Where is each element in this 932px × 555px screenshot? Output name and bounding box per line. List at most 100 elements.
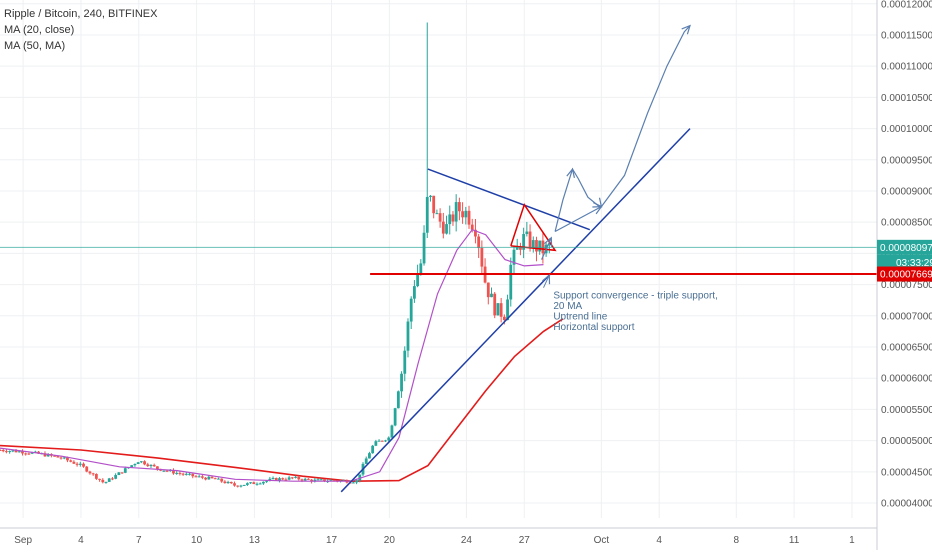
y-tick-label: 0.0000750000 [881, 280, 932, 291]
candle-body [457, 202, 461, 212]
candle-body [258, 483, 262, 485]
candle-body [531, 240, 535, 249]
triangle-upper-line [427, 168, 591, 231]
candle-body [204, 477, 207, 480]
indicator-ma50-label[interactable]: MA (50, MA) [4, 40, 66, 52]
candle-body [245, 483, 249, 485]
candle-body [409, 298, 413, 322]
candle-body [400, 373, 403, 392]
candle-body [91, 473, 95, 475]
candle-body [210, 476, 214, 479]
candle-body [435, 213, 439, 215]
support-note: Support convergence - triple support,20 … [553, 290, 718, 333]
y-tick-label: 0.0000400000 [881, 499, 932, 510]
candle-body [94, 474, 98, 479]
candle-body [194, 476, 198, 478]
candle-body [117, 472, 121, 476]
candle-body [72, 461, 76, 464]
candle-body [249, 482, 252, 484]
candle-body [265, 480, 269, 482]
candle-body [467, 210, 471, 225]
candle-body [454, 202, 458, 222]
candle-body [432, 195, 436, 214]
x-tick-label: 7 [136, 535, 142, 546]
candle-body [303, 478, 307, 481]
y-tick-label: 0.0000550000 [881, 405, 932, 416]
support-note-line: 20 MA [553, 301, 582, 312]
candle-body [393, 408, 397, 426]
candle-body [14, 450, 18, 453]
candle-body [0, 449, 2, 451]
symbol-title[interactable]: Ripple / Bitcoin, 240, BITFINEX [4, 8, 158, 20]
y-tick-label: 0.0001050000 [881, 93, 932, 104]
candle-body [364, 458, 368, 464]
y-tick-label: 0.0000600000 [881, 374, 932, 385]
candle-body [200, 476, 204, 478]
candles-group [0, 22, 551, 488]
candle-body [300, 479, 304, 481]
candle-body [509, 264, 513, 300]
candle-body [207, 476, 211, 480]
candle-body [146, 464, 150, 467]
candle-body [306, 478, 310, 480]
candle-body [101, 479, 105, 483]
candle-body [188, 473, 191, 475]
candle-body [27, 453, 31, 455]
candle-body [133, 464, 137, 466]
y-tick-label: 0.0000850000 [881, 218, 932, 229]
candle-body [46, 454, 50, 457]
candle-body [512, 249, 516, 265]
candle-body [85, 466, 89, 472]
candle-body [120, 472, 124, 474]
y-tick-label: 0.0001200000 [881, 0, 932, 10]
projection-arrow-head [544, 236, 553, 247]
candle-body [493, 293, 497, 316]
candle-body [396, 391, 400, 409]
x-tick-label: 17 [326, 535, 338, 546]
candle-body [43, 453, 47, 457]
x-tick-label: 10 [191, 535, 203, 546]
projection-arrow-head [681, 24, 691, 35]
candle-body [136, 462, 140, 465]
candle-body [229, 481, 233, 484]
x-tick-label: 4 [656, 535, 662, 546]
candle-body [104, 481, 108, 483]
candle-body [380, 440, 384, 442]
candle-body [114, 475, 118, 479]
candle-body [319, 479, 323, 481]
candle-body [403, 350, 407, 374]
candle-body [162, 470, 166, 472]
candle-body [172, 470, 175, 474]
candle-body [139, 461, 143, 463]
x-tick-label: 27 [519, 535, 531, 546]
candle-body [451, 214, 455, 222]
indicator-ma20-label[interactable]: MA (20, close) [4, 24, 75, 36]
candle-body [441, 221, 445, 234]
countdown-tag: 03:33:29 [896, 258, 932, 269]
y-tick-label: 0.0000650000 [881, 342, 932, 353]
candle-body [358, 474, 362, 481]
countdown-tag-bg [877, 254, 932, 270]
candle-body [98, 478, 101, 480]
projection-arrow-head [566, 167, 575, 179]
chart-legend: Ripple / Bitcoin, 240, BITFINEX MA (20, … [4, 6, 157, 54]
candle-body [297, 476, 301, 480]
candle-body [130, 465, 134, 468]
candle-body [535, 240, 538, 252]
candle-body [547, 244, 551, 246]
candle-body [496, 303, 500, 316]
candle-body [278, 478, 281, 481]
candle-body [499, 303, 503, 317]
candle-body [406, 321, 410, 351]
candle-body [525, 231, 529, 235]
candle-body [191, 473, 195, 477]
x-tick-label: 4 [78, 535, 84, 546]
candle-body [262, 481, 265, 484]
candle-body [419, 263, 423, 274]
candle-body [30, 452, 34, 454]
